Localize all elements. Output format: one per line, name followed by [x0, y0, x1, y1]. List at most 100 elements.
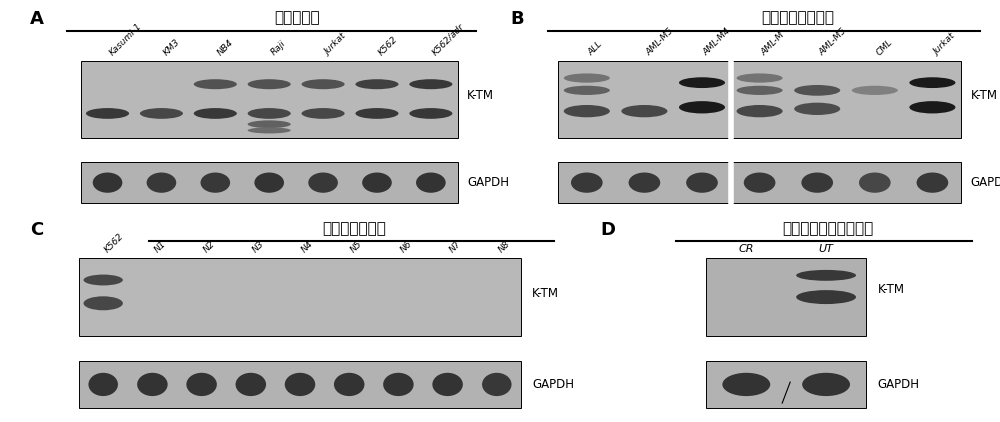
- Ellipse shape: [571, 173, 603, 193]
- Ellipse shape: [416, 173, 446, 193]
- Ellipse shape: [564, 105, 610, 117]
- Text: N5: N5: [349, 239, 364, 254]
- Ellipse shape: [737, 73, 783, 83]
- Ellipse shape: [302, 108, 345, 119]
- Ellipse shape: [200, 173, 230, 193]
- Text: 治疗前后胿瘾细胞样本: 治疗前后胿瘾细胞样本: [782, 222, 874, 236]
- Text: Jurkat: Jurkat: [323, 32, 348, 57]
- Text: UT: UT: [819, 244, 834, 254]
- Ellipse shape: [744, 173, 775, 193]
- Ellipse shape: [383, 373, 414, 396]
- Ellipse shape: [302, 79, 345, 89]
- Ellipse shape: [802, 373, 850, 396]
- Text: AML-M4: AML-M4: [702, 26, 733, 57]
- Ellipse shape: [409, 108, 452, 119]
- Ellipse shape: [236, 373, 266, 396]
- Text: N8: N8: [497, 239, 512, 254]
- Ellipse shape: [564, 73, 610, 83]
- Text: CR: CR: [739, 244, 754, 254]
- FancyBboxPatch shape: [706, 361, 866, 408]
- Text: GAPDH: GAPDH: [467, 176, 509, 189]
- Ellipse shape: [679, 101, 725, 114]
- Text: N7: N7: [448, 239, 463, 254]
- Text: N3: N3: [251, 239, 266, 254]
- Ellipse shape: [248, 120, 291, 128]
- Ellipse shape: [859, 173, 891, 193]
- Ellipse shape: [679, 77, 725, 88]
- Ellipse shape: [355, 79, 399, 89]
- Ellipse shape: [909, 101, 955, 114]
- Ellipse shape: [794, 85, 840, 96]
- FancyBboxPatch shape: [79, 258, 521, 336]
- Ellipse shape: [248, 127, 291, 133]
- FancyBboxPatch shape: [706, 258, 866, 336]
- Ellipse shape: [794, 103, 840, 115]
- Text: GAPDH: GAPDH: [877, 378, 919, 391]
- FancyBboxPatch shape: [558, 61, 961, 138]
- Ellipse shape: [409, 79, 452, 89]
- Ellipse shape: [432, 373, 463, 396]
- FancyBboxPatch shape: [79, 361, 521, 408]
- Text: K562/adr: K562/adr: [431, 22, 466, 57]
- Ellipse shape: [84, 296, 123, 310]
- Ellipse shape: [248, 108, 291, 119]
- Ellipse shape: [194, 79, 237, 89]
- Ellipse shape: [801, 173, 833, 193]
- Text: Jurkat: Jurkat: [932, 32, 957, 57]
- Text: 原代胿瘾细胞样本: 原代胿瘾细胞样本: [762, 11, 834, 25]
- Ellipse shape: [362, 173, 392, 193]
- Text: AML-M5: AML-M5: [644, 26, 675, 57]
- Ellipse shape: [254, 173, 284, 193]
- Ellipse shape: [86, 108, 129, 119]
- Text: NB4: NB4: [215, 38, 235, 57]
- Ellipse shape: [147, 173, 176, 193]
- FancyBboxPatch shape: [81, 61, 458, 138]
- Ellipse shape: [186, 373, 217, 396]
- Ellipse shape: [564, 86, 610, 95]
- Text: Raji: Raji: [269, 39, 287, 57]
- Text: K562: K562: [377, 34, 400, 57]
- Ellipse shape: [722, 373, 770, 396]
- Ellipse shape: [308, 173, 338, 193]
- Text: N4: N4: [300, 239, 315, 254]
- Ellipse shape: [355, 108, 399, 119]
- Text: AML-M5: AML-M5: [817, 26, 848, 57]
- Ellipse shape: [285, 373, 315, 396]
- Text: GAPDH: GAPDH: [532, 378, 574, 391]
- Ellipse shape: [137, 373, 168, 396]
- Ellipse shape: [737, 105, 783, 117]
- Ellipse shape: [84, 275, 123, 285]
- Text: CML: CML: [875, 37, 895, 57]
- Text: B: B: [510, 11, 524, 28]
- FancyBboxPatch shape: [558, 162, 961, 203]
- Ellipse shape: [248, 79, 291, 89]
- Text: 胿瘾细胞株: 胿瘾细胞株: [274, 11, 320, 25]
- Text: Kasumi-1: Kasumi-1: [108, 21, 143, 57]
- Text: 正常血细胞样本: 正常血细胞样本: [322, 222, 386, 236]
- Text: D: D: [600, 222, 615, 239]
- Text: GAPDH: GAPDH: [971, 176, 1000, 189]
- Ellipse shape: [334, 373, 364, 396]
- Ellipse shape: [686, 173, 718, 193]
- Ellipse shape: [909, 77, 955, 88]
- Text: N6: N6: [398, 239, 414, 254]
- Text: N1: N1: [152, 239, 168, 254]
- Text: AML-M: AML-M: [760, 30, 787, 57]
- FancyBboxPatch shape: [81, 162, 458, 203]
- Ellipse shape: [917, 173, 948, 193]
- Ellipse shape: [621, 105, 667, 117]
- Ellipse shape: [88, 373, 118, 396]
- Text: K-TM: K-TM: [877, 283, 904, 296]
- Ellipse shape: [629, 173, 660, 193]
- Text: A: A: [30, 11, 44, 28]
- Text: ALL: ALL: [587, 39, 605, 57]
- Text: K-TM: K-TM: [532, 287, 559, 300]
- Ellipse shape: [93, 173, 122, 193]
- Ellipse shape: [852, 86, 898, 95]
- Text: K-TM: K-TM: [467, 89, 494, 102]
- Ellipse shape: [140, 108, 183, 119]
- Ellipse shape: [737, 86, 783, 95]
- Ellipse shape: [482, 373, 512, 396]
- Ellipse shape: [796, 270, 856, 281]
- Text: C: C: [30, 222, 43, 239]
